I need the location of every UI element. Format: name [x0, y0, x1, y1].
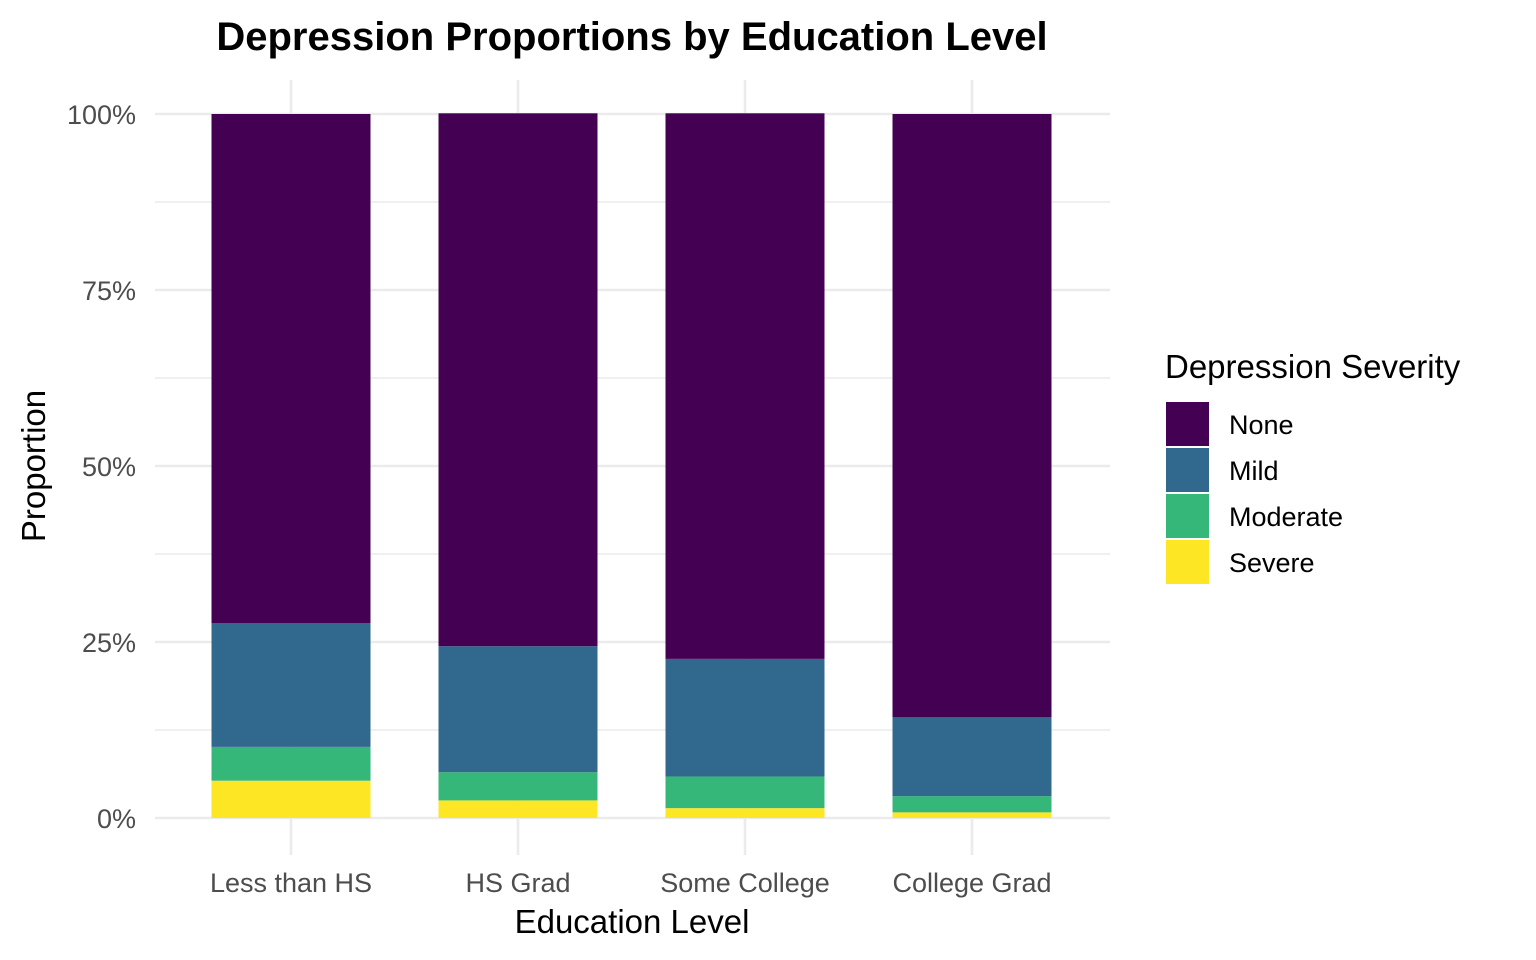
- x-tick-label: Some College: [660, 868, 830, 898]
- y-axis-title: Proportion: [15, 390, 52, 542]
- y-tick-label: 100%: [67, 100, 136, 130]
- bar-segment-none: [665, 113, 825, 659]
- x-tick-label: College Grad: [892, 868, 1051, 898]
- bar-segment-mild: [665, 658, 825, 777]
- y-tick-label: 75%: [82, 276, 136, 306]
- bars-layer: [211, 113, 1052, 818]
- bar-segment-severe: [438, 800, 598, 818]
- legend-label-mild: Mild: [1229, 456, 1279, 486]
- bar-segment-none: [438, 113, 598, 647]
- bar-segment-severe: [892, 812, 1052, 818]
- x-tick-label: Less than HS: [210, 868, 372, 898]
- bar-segment-severe: [665, 808, 825, 818]
- bar-segment-moderate: [892, 796, 1052, 813]
- y-tick-labels: 0% 25% 50% 75% 100%: [67, 100, 136, 834]
- bar-segment-none: [892, 114, 1052, 718]
- bar-segment-moderate: [438, 772, 598, 801]
- chart-title: Depression Proportions by Education Leve…: [216, 15, 1047, 59]
- bar-segment-none: [211, 114, 371, 623]
- y-tick-label: 0%: [97, 804, 136, 834]
- bar-segment-severe: [211, 780, 371, 818]
- legend-label-none: None: [1229, 410, 1294, 440]
- bar-segment-mild: [438, 646, 598, 773]
- x-tick-labels: Less than HS HS Grad Some College College G…: [210, 868, 1052, 898]
- bar-segment-mild: [892, 717, 1052, 797]
- y-tick-label: 25%: [82, 628, 136, 658]
- legend-label-severe: Severe: [1229, 548, 1315, 578]
- bar-segment-moderate: [665, 776, 825, 809]
- x-tick-label: HS Grad: [465, 868, 570, 898]
- legend-key-moderate: [1166, 494, 1209, 538]
- y-tick-label: 50%: [82, 452, 136, 482]
- legend-key-mild: [1166, 448, 1209, 492]
- legend-key-none: [1166, 402, 1209, 446]
- legend-title: Depression Severity: [1165, 348, 1461, 385]
- bar-segment-mild: [211, 622, 371, 747]
- legend-label-moderate: Moderate: [1229, 502, 1343, 532]
- bar-segment-moderate: [211, 746, 371, 781]
- legend-key-severe: [1166, 540, 1209, 584]
- x-axis-title: Education Level: [515, 903, 750, 940]
- legend: Depression Severity None Mild Moderate Seve…: [1165, 348, 1461, 584]
